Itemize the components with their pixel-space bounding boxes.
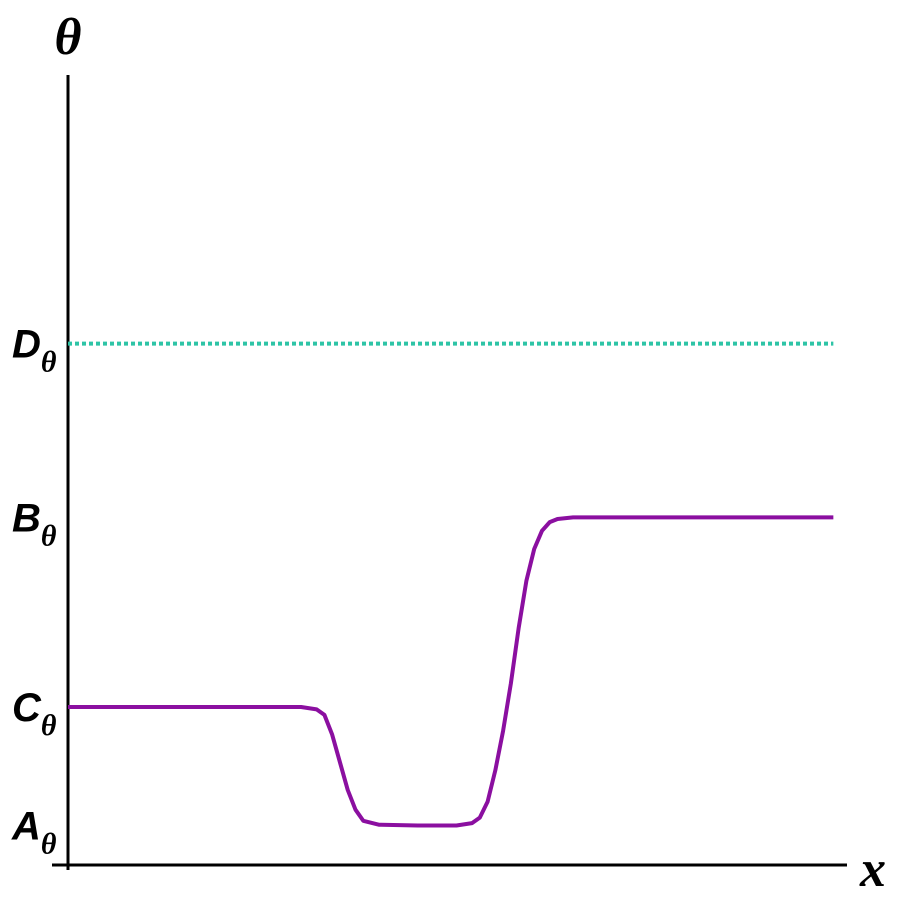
y-tick-subscript: θ	[41, 346, 57, 379]
y-tick-subscript: θ	[41, 828, 57, 861]
y-tick-label: Dθ	[12, 323, 57, 379]
series-line	[68, 515, 834, 828]
y-axis-label: θ	[55, 9, 82, 66]
x-axis-label: x	[859, 841, 886, 898]
y-tick-letter: B	[12, 496, 41, 540]
y-tick-label: Cθ	[12, 686, 57, 742]
y-tick-letter: A	[11, 805, 41, 849]
y-tick-subscript: θ	[41, 519, 57, 552]
y-tick-letter: D	[12, 323, 41, 367]
y-tick-label: Bθ	[12, 496, 57, 552]
y-tick-subscript: θ	[41, 709, 57, 742]
y-tick-letter: C	[12, 686, 42, 730]
y-tick-label: Aθ	[11, 805, 57, 861]
